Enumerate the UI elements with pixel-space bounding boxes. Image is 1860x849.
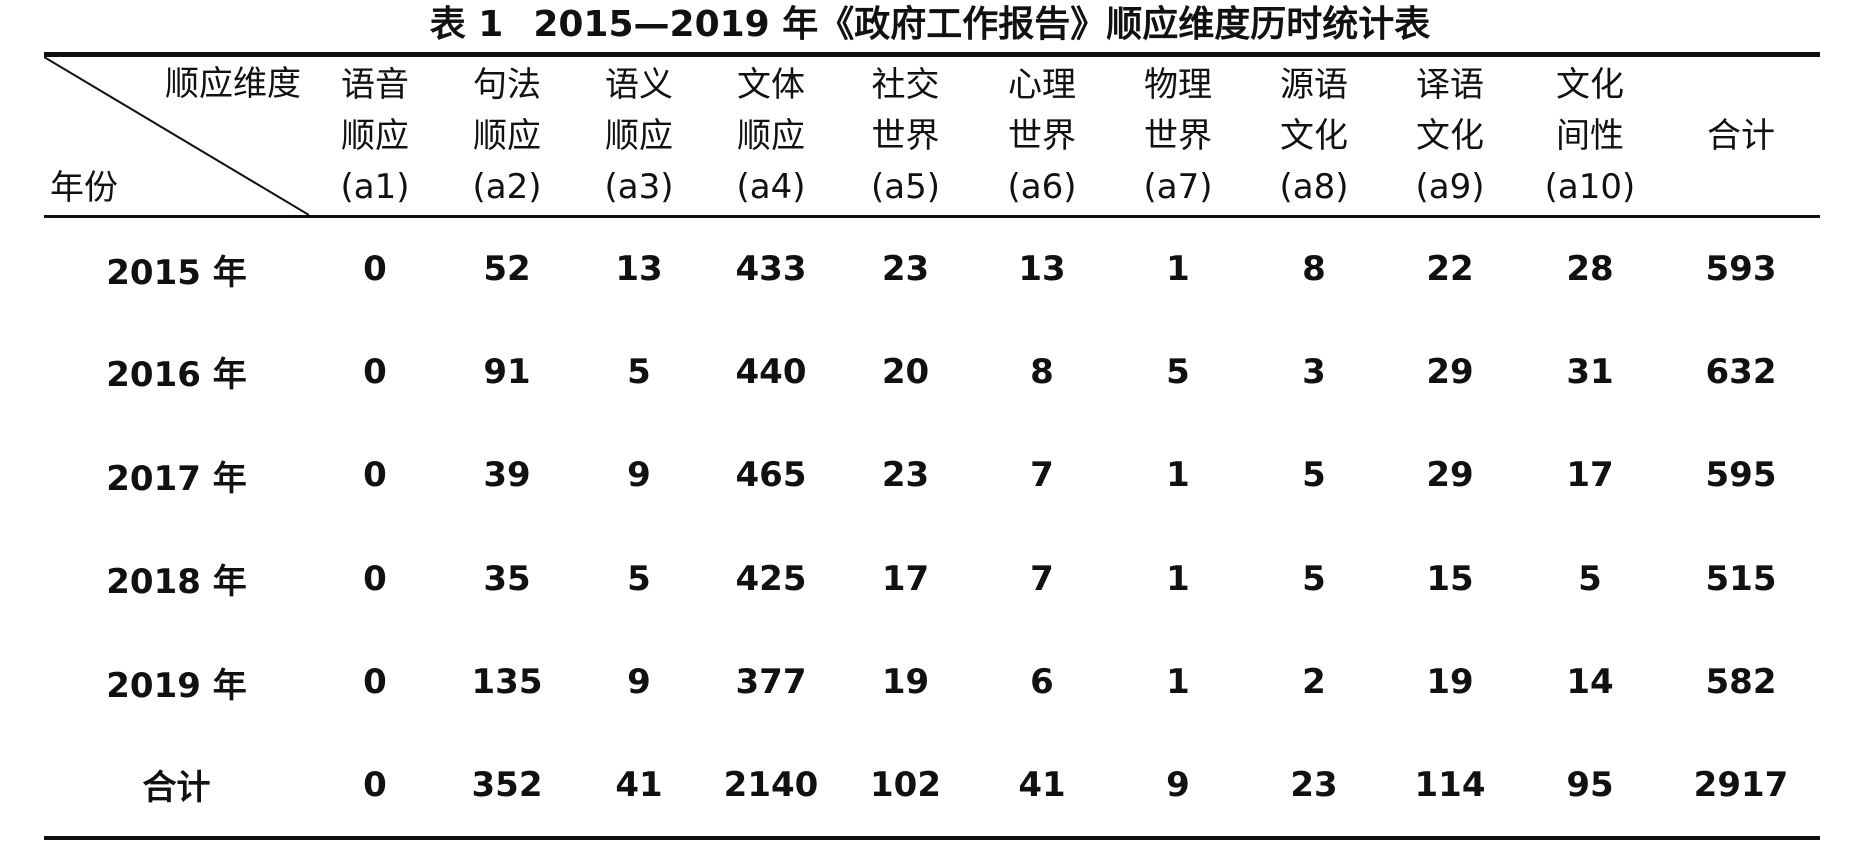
table-cell: 1 <box>1166 249 1190 289</box>
table-cell: 41 <box>573 734 705 840</box>
table-cell: 28 <box>1566 249 1614 289</box>
table-cell: 3 <box>1302 351 1326 392</box>
table-cell: 0 <box>309 734 441 840</box>
table-cell: 440 <box>735 351 807 392</box>
table-cell: 6 <box>1030 662 1054 703</box>
row-label: 2015 年 <box>106 252 247 293</box>
caption-title: 2015—2019 年《政府工作报告》顺应维度历时统计表 <box>533 4 1431 45</box>
row-total-cell: 632 <box>1705 351 1777 392</box>
table-cell: 5 <box>627 558 651 599</box>
table-cell: 9 <box>627 662 651 703</box>
table-cell: 23 <box>1246 734 1382 840</box>
table-cell: 15 <box>1426 558 1474 599</box>
column-header: 译语 文化 (a9) <box>1382 52 1518 218</box>
table-cell: 17 <box>881 558 930 599</box>
table-cell: 7 <box>1030 455 1054 496</box>
column-header: 句法 顺应 (a2) <box>441 52 573 218</box>
table-cell: 29 <box>1426 455 1474 496</box>
table-cell: 114 <box>1382 734 1518 840</box>
table-row: 2015 年 0 52 13 433 23 13 1 8 22 28 593 <box>44 217 1820 321</box>
table-cell: 29 <box>1426 351 1474 392</box>
table-row: 2019 年 0 135 9 377 19 6 1 2 19 14 582 <box>44 631 1820 735</box>
table-cell: 2140 <box>705 734 837 840</box>
table-cell: 0 <box>363 351 387 392</box>
row-label: 2019 年 <box>106 665 247 706</box>
row-total-cell: 582 <box>1705 662 1777 703</box>
table-cell: 7 <box>1030 558 1054 599</box>
table-cell: 9 <box>1110 734 1246 840</box>
row-total-cell: 2917 <box>1662 734 1820 840</box>
table-cell: 425 <box>735 558 807 599</box>
table-caption: 表 1 2015—2019 年《政府工作报告》顺应维度历时统计表 <box>0 0 1860 50</box>
table-row: 2018 年 0 35 5 425 17 7 1 5 15 5 515 <box>44 527 1820 631</box>
table-cell: 5 <box>1302 558 1326 599</box>
statistics-table: 顺应维度 年份 语音 顺应 (a1) 句法 顺应 (a2) 语义 顺应 (a3) 文体 顺应(… <box>44 52 1820 840</box>
column-header: 文化 间性 (a10) <box>1518 52 1662 218</box>
table-cell: 5 <box>627 351 651 392</box>
corner-label-dimension: 顺应维度 <box>165 64 301 104</box>
row-total-cell: 515 <box>1705 558 1777 599</box>
table-row: 2017 年 0 39 9 465 23 7 1 5 29 17 595 <box>44 424 1820 528</box>
row-label: 2018 年 <box>106 562 247 603</box>
column-header: 源语 文化 (a8) <box>1246 52 1382 218</box>
corner-label-year: 年份 <box>50 168 118 208</box>
table-cell: 5 <box>1302 455 1326 496</box>
total-column-header: 合计 <box>1662 52 1820 218</box>
table-cell: 135 <box>471 662 543 703</box>
row-label: 2017 年 <box>106 458 247 499</box>
row-label: 2016 年 <box>106 355 247 396</box>
table-cell: 41 <box>974 734 1110 840</box>
column-header: 社交 世界 (a5) <box>837 52 974 218</box>
table-cell: 13 <box>615 249 663 289</box>
table-cell: 14 <box>1566 662 1614 703</box>
diagonal-divider <box>44 57 309 215</box>
table-cell: 22 <box>1426 249 1474 289</box>
table-cell: 19 <box>1426 662 1474 703</box>
table-cell: 17 <box>1566 455 1614 496</box>
table-cell: 0 <box>363 558 387 599</box>
table-cell: 95 <box>1518 734 1662 840</box>
table-cell: 1 <box>1166 558 1190 599</box>
row-total-cell: 593 <box>1705 249 1777 289</box>
corner-header-cell: 顺应维度 年份 <box>44 52 309 218</box>
table-cell: 1 <box>1166 662 1190 703</box>
table-cell: 35 <box>483 558 531 599</box>
table-cell: 377 <box>735 662 807 703</box>
table-cell: 352 <box>441 734 573 840</box>
table-cell: 1 <box>1166 455 1190 496</box>
row-label: 合计 <box>44 734 309 840</box>
table-cell: 5 <box>1578 558 1602 599</box>
column-header: 物理 世界 (a7) <box>1110 52 1246 218</box>
column-header: 文体 顺应 (a4) <box>705 52 837 218</box>
column-header: 语音 顺应 (a1) <box>309 52 441 218</box>
table-cell: 39 <box>483 455 531 496</box>
table-cell: 102 <box>837 734 974 840</box>
table-cell: 13 <box>1018 249 1066 289</box>
table-cell: 91 <box>483 351 531 392</box>
table-cell: 5 <box>1166 351 1190 392</box>
table-cell: 0 <box>363 455 387 496</box>
table-row: 2016 年 0 91 5 440 20 8 5 3 29 31 632 <box>44 320 1820 424</box>
table-cell: 19 <box>881 662 930 703</box>
table-cell: 433 <box>735 249 807 289</box>
header-row: 顺应维度 年份 语音 顺应 (a1) 句法 顺应 (a2) 语义 顺应 (a3) 文体 顺应(… <box>44 52 1820 218</box>
total-row: 合计 0 352 41 2140 102 41 9 23 114 95 2917 <box>44 734 1820 840</box>
table-cell: 0 <box>363 662 387 703</box>
table-cell: 2 <box>1302 662 1326 703</box>
column-header: 语义 顺应 (a3) <box>573 52 705 218</box>
table-cell: 465 <box>735 455 807 496</box>
table-cell: 0 <box>363 249 387 289</box>
table-cell: 31 <box>1566 351 1614 392</box>
table-cell: 23 <box>881 455 930 496</box>
table-cell: 8 <box>1030 351 1054 392</box>
row-total-cell: 595 <box>1705 455 1777 496</box>
column-header: 心理 世界 (a6) <box>974 52 1110 218</box>
caption-label: 表 1 <box>429 4 504 45</box>
table-cell: 8 <box>1302 249 1326 289</box>
table-cell: 23 <box>881 249 930 289</box>
table-cell: 20 <box>881 351 930 392</box>
table-cell: 52 <box>483 249 531 289</box>
table-cell: 9 <box>627 455 651 496</box>
